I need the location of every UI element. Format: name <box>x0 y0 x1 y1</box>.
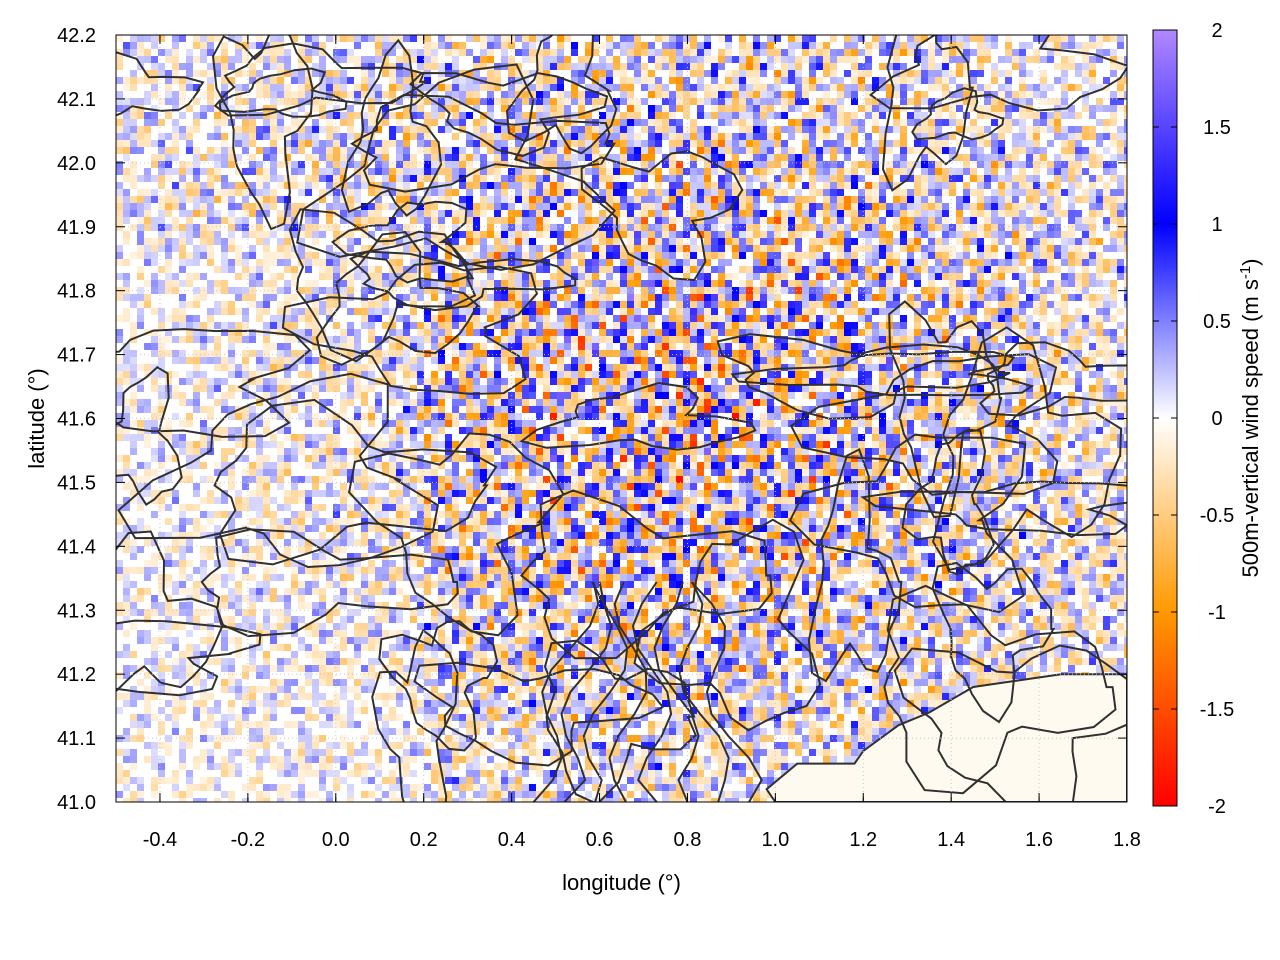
colorbar-ticks: -2 -1.5 -1 -0.5 0 0.5 1 1.5 2 <box>1153 20 1234 818</box>
terrain-contour <box>116 51 205 117</box>
terrain-contour <box>315 231 482 366</box>
terrain-contour <box>543 639 697 802</box>
terrain-contour <box>869 35 1127 112</box>
terrain-contour <box>653 581 700 802</box>
terrain-contour <box>979 341 1127 417</box>
y-tick-label: 42.1 <box>57 89 96 111</box>
y-tick-label: 41.8 <box>57 281 96 303</box>
terrain-contour <box>505 35 618 155</box>
terrain-contour <box>116 365 183 506</box>
x-tick-label: 0.6 <box>586 829 614 851</box>
colorbar-title-sup: -1 <box>1237 266 1254 279</box>
y-tick-label: 42.0 <box>57 153 96 175</box>
y-tick-label: 41.9 <box>57 217 96 239</box>
y-tick-label: 41.0 <box>57 792 96 814</box>
terrain-contour <box>218 67 348 118</box>
terrain-contour <box>690 581 763 802</box>
colorbar-tick-label: 0.5 <box>1203 311 1231 333</box>
y-tick-label: 42.2 <box>57 25 96 47</box>
y-tick-label: 41.4 <box>57 536 96 558</box>
terrain-contour <box>716 333 1011 420</box>
x-tick-label: 0.8 <box>674 829 702 851</box>
terrain-contour <box>532 581 600 802</box>
terrain-contour <box>330 200 470 284</box>
y-tick-label: 41.5 <box>57 472 96 494</box>
x-tick-label: 1.8 <box>1113 829 1141 851</box>
terrain-contour <box>633 518 822 732</box>
colorbar-tick-label: 2 <box>1211 20 1222 42</box>
x-tick-label: 1.2 <box>849 829 877 851</box>
terrain-contour <box>580 150 744 282</box>
y-tick-label: 41.6 <box>57 409 96 431</box>
terrain-contour <box>116 530 225 693</box>
colorbar-tick-label: -1.5 <box>1200 699 1234 721</box>
x-tick-label: 1.4 <box>937 829 965 851</box>
terrain-contour <box>296 63 616 271</box>
terrain-contour <box>883 584 1117 795</box>
terrain-contour <box>678 581 730 802</box>
terrain-contour <box>931 561 1056 724</box>
terrain-contour <box>348 432 565 637</box>
terrain-contour <box>560 581 613 802</box>
x-axis-title: longitude (°) <box>562 870 681 895</box>
x-axis: -0.4 -0.2 0.0 0.2 0.4 0.6 0.8 1.0 1.2 1.4 1.6 1.8 <box>143 35 1141 851</box>
colorbar-tick-label: 0 <box>1211 408 1222 430</box>
terrain-contour <box>582 581 629 802</box>
terrain-contour <box>631 581 673 802</box>
terrain-contour <box>608 581 648 802</box>
terrain-contour <box>893 644 1127 802</box>
y-tick-label: 41.2 <box>57 664 96 686</box>
x-tick-label: 1.0 <box>761 829 789 851</box>
colorbar-tick-label: -0.5 <box>1200 505 1234 527</box>
terrain-contours <box>116 35 1127 802</box>
x-tick-label: -0.4 <box>143 829 177 851</box>
terrain-contour <box>117 372 440 569</box>
terrain-contour <box>340 38 443 217</box>
terrain-contour <box>200 528 459 638</box>
x-tick-label: 1.6 <box>1025 829 1053 851</box>
terrain-contour <box>350 93 616 193</box>
x-tick-label: 0.4 <box>498 829 526 851</box>
sea-region <box>765 673 1127 802</box>
terrain-contour <box>288 208 477 363</box>
terrain-contour <box>211 35 314 231</box>
terrain-contour <box>371 628 459 802</box>
terrain-contour <box>911 87 1005 141</box>
x-tick-label: 0.2 <box>410 829 438 851</box>
terrain-contour <box>888 300 1003 519</box>
terrain-contour <box>807 448 903 683</box>
x-tick-label: -0.2 <box>231 829 265 851</box>
colorbar-title-main: 500m-vertical wind speed (m s <box>1238 279 1263 577</box>
terrain-contour <box>116 619 262 697</box>
terrain-contour <box>213 398 498 566</box>
y-axis-title: latitude (°) <box>24 368 49 469</box>
y-tick-label: 41.7 <box>57 345 96 367</box>
terrain-contour <box>116 328 312 438</box>
coastline <box>765 673 1127 802</box>
colorbar-tick-label: 1 <box>1211 214 1222 236</box>
x-tick-label: 0.0 <box>322 829 350 851</box>
colorbar-tick-label: -1 <box>1208 602 1226 624</box>
grid-lines <box>116 35 1127 802</box>
terrain-contour <box>408 71 609 157</box>
terrain-contour <box>932 326 1123 571</box>
y-tick-label: 41.1 <box>57 728 96 750</box>
colorbar-title: 500m-vertical wind speed (m s-1) <box>1237 258 1263 577</box>
terrain-contour <box>519 381 757 451</box>
terrain-contour <box>788 433 1027 614</box>
y-tick-label: 41.3 <box>57 600 96 622</box>
colorbar-title-close: ) <box>1238 258 1263 265</box>
terrain-contour <box>281 261 539 395</box>
terrain-contour <box>413 661 664 767</box>
colorbar-tick-label: -2 <box>1208 796 1226 818</box>
terrain-contour <box>789 353 1059 496</box>
colorbar-tick-label: 1.5 <box>1203 117 1231 139</box>
terrain-contour <box>349 250 580 312</box>
y-axis: 41.0 41.1 41.2 41.3 41.4 41.5 41.6 41.7 41.8 41.9… <box>57 25 1127 814</box>
